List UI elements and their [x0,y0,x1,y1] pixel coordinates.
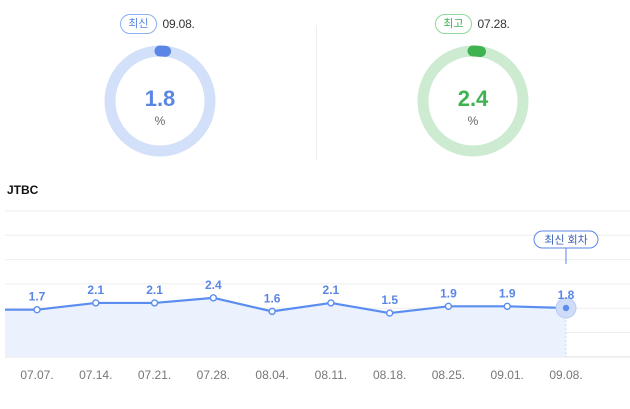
x-tick-label: 07.14. [79,368,112,382]
highest-rating-header: 최고 07.28. [315,14,630,34]
x-tick-label: 09.08. [549,368,582,382]
data-point [562,304,570,312]
highest-badge: 최고 [435,14,472,34]
data-label: 2.1 [87,283,104,297]
latest-gauge: 1.8 % [103,44,217,158]
latest-rating-header: 최신 09.08. [0,14,315,34]
x-tick-label: 07.21. [138,368,171,382]
x-tick-label: 08.18. [373,368,406,382]
x-tick-label: 07.07. [20,368,53,382]
data-label: 2.1 [146,283,163,297]
data-point [268,307,276,316]
highest-rating-unit: % [467,114,479,128]
data-label: 2.1 [323,283,340,297]
panel-divider [316,25,317,160]
data-label: 2.4 [205,278,222,292]
data-label: 1.6 [264,291,281,305]
data-point [444,302,453,311]
x-tick-label: 08.04. [255,368,288,382]
data-label: 1.9 [499,286,516,300]
data-point [150,299,159,307]
rating-line-chart: 1.7 07.07. 2.1 07.14. 2.1 07.21. 2.4 07.28. 1.6 0… [5,210,630,382]
data-label: 1.8 [558,288,575,302]
callout-box [533,230,599,249]
highest-gauge: 2.4 % [416,44,530,158]
x-tick-label: 07.28. [197,368,230,382]
highest-gauge-fill [417,45,529,157]
latest-rating-panel: 최신 09.08. 1.8 % [0,0,315,170]
data-label: 1.5 [381,293,398,307]
chart-title: JTBC [7,183,39,197]
data-point [209,294,218,302]
callout-label: 최신 회차 [544,234,588,247]
latest-rating-unit: % [154,114,166,128]
data-point [33,305,41,314]
latest-gauge-fill [104,45,216,157]
data-point [385,309,394,317]
x-tick-label: 08.11. [315,368,347,382]
data-label: 1.9 [440,286,457,300]
data-point [503,302,511,311]
highest-rating-value: 2.4 [457,86,489,111]
x-tick-label: 08.25. [432,368,465,382]
data-label: 1.7 [29,290,46,304]
data-point [92,299,100,307]
latest-rating-value: 1.8 [144,86,176,111]
data-point [327,299,335,307]
latest-date: 09.08. [162,17,195,31]
highest-rating-panel: 최고 07.28. 2.4 % [315,0,630,170]
latest-badge: 최신 [120,14,157,34]
highest-date: 07.28. [477,17,510,31]
series-area [5,297,566,357]
x-tick-label: 09.01. [491,368,524,382]
